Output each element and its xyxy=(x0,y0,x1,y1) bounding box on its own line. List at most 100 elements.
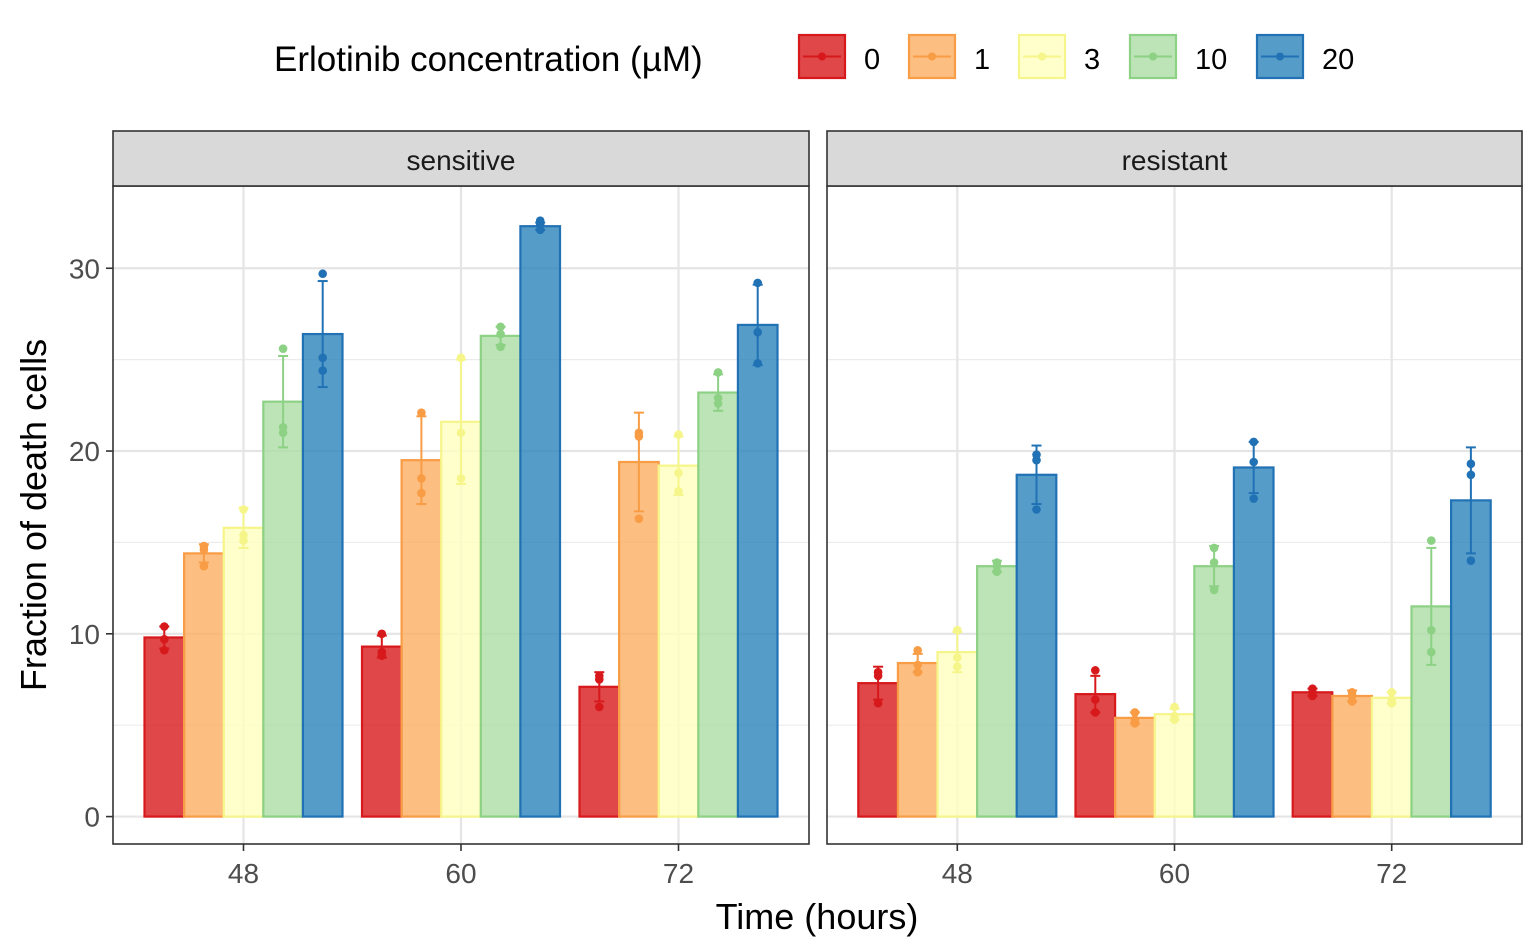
bar xyxy=(736,323,779,818)
data-point xyxy=(239,536,248,545)
bar xyxy=(1015,473,1058,818)
data-point xyxy=(953,625,962,635)
bar xyxy=(1232,466,1275,818)
bar-group xyxy=(697,368,739,818)
bar-group xyxy=(1015,444,1058,818)
bar-group xyxy=(896,645,939,818)
strip xyxy=(826,130,1523,187)
data-point xyxy=(160,634,169,644)
bar-group xyxy=(519,216,562,818)
data-point xyxy=(953,662,962,672)
bar-group xyxy=(976,558,1018,818)
data-point xyxy=(713,393,723,403)
bar-group xyxy=(857,665,900,818)
bar xyxy=(657,464,700,818)
bar-group xyxy=(1232,437,1275,818)
legend: Erlotinib concentration (µM) 0 1 3 10 20 xyxy=(274,33,1354,80)
data-point xyxy=(1209,558,1219,567)
data-point xyxy=(278,344,288,353)
bar-group xyxy=(1449,446,1492,818)
panel-resistant: resistant 48 60 72 xyxy=(826,130,1523,889)
panel-sensitive: sensitive 48 60 72 0 10 20 30 xyxy=(69,130,810,889)
bar xyxy=(400,459,443,818)
data-point xyxy=(953,653,962,662)
data-point xyxy=(1426,647,1436,657)
bar xyxy=(519,225,562,818)
data-point xyxy=(913,660,923,670)
data-point xyxy=(1308,691,1317,701)
data-point xyxy=(1091,695,1100,704)
y-tick-label: 10 xyxy=(69,619,100,650)
bar xyxy=(143,636,186,818)
bar-group xyxy=(1074,666,1117,818)
data-point xyxy=(713,368,723,377)
data-point xyxy=(1170,715,1179,725)
data-point xyxy=(913,667,923,677)
data-point xyxy=(160,622,169,631)
data-point xyxy=(1249,457,1258,467)
x-tick-label: 72 xyxy=(1376,858,1407,889)
data-point xyxy=(674,486,683,496)
bar-group xyxy=(1193,543,1236,818)
data-point xyxy=(417,488,426,498)
bar-group xyxy=(440,353,482,818)
data-point xyxy=(873,698,883,708)
legend-point xyxy=(1149,52,1157,61)
bar xyxy=(183,552,225,818)
bar-group xyxy=(1113,708,1156,818)
data-point xyxy=(456,428,466,438)
data-point xyxy=(1170,702,1179,712)
data-point xyxy=(496,342,505,352)
data-point xyxy=(456,474,466,483)
data-point xyxy=(417,408,426,417)
bar xyxy=(479,334,522,818)
data-point xyxy=(753,327,762,337)
data-point xyxy=(1249,494,1258,503)
data-point xyxy=(1130,719,1140,728)
data-point xyxy=(1426,625,1436,635)
data-point xyxy=(1091,666,1100,675)
data-point xyxy=(377,651,387,661)
bar-group xyxy=(1410,536,1453,818)
data-point xyxy=(318,366,328,375)
bar xyxy=(697,391,739,818)
x-tick-label: 60 xyxy=(1159,858,1190,889)
bar-group xyxy=(936,625,979,818)
bar-group xyxy=(1370,687,1413,818)
bar-group xyxy=(262,344,304,818)
data-point xyxy=(1387,687,1396,697)
data-point xyxy=(913,645,923,655)
legend-item-3: 3 xyxy=(1017,33,1100,80)
legend-item-10: 10 xyxy=(1128,33,1227,80)
bar-group xyxy=(736,278,779,818)
bar xyxy=(360,645,403,818)
data-point xyxy=(278,428,288,438)
data-point xyxy=(1209,543,1219,553)
legend-point xyxy=(928,52,936,61)
y-axis-title: Fraction of death cells xyxy=(13,339,54,691)
bar xyxy=(1331,694,1373,818)
data-point xyxy=(1209,585,1219,595)
y-tick-label: 0 xyxy=(84,802,100,833)
data-point xyxy=(1426,536,1436,545)
data-point xyxy=(535,225,545,235)
data-point xyxy=(1130,708,1140,717)
legend-label: 3 xyxy=(1084,44,1100,76)
legend-title: Erlotinib concentration (µM) xyxy=(274,40,703,79)
legend-item-20: 20 xyxy=(1255,33,1354,80)
data-point xyxy=(992,567,1002,576)
data-point xyxy=(595,675,604,684)
data-point xyxy=(496,329,505,339)
data-point xyxy=(634,432,644,441)
data-point xyxy=(1249,437,1258,447)
bar xyxy=(1153,713,1196,818)
data-point xyxy=(1347,697,1357,706)
bar-group xyxy=(1153,702,1196,818)
legend-point xyxy=(818,52,826,61)
data-point xyxy=(417,474,426,483)
x-tick-label: 48 xyxy=(942,858,973,889)
data-point xyxy=(1032,455,1041,465)
data-point xyxy=(634,514,644,523)
bar-group xyxy=(1331,687,1373,818)
data-point xyxy=(199,545,209,555)
